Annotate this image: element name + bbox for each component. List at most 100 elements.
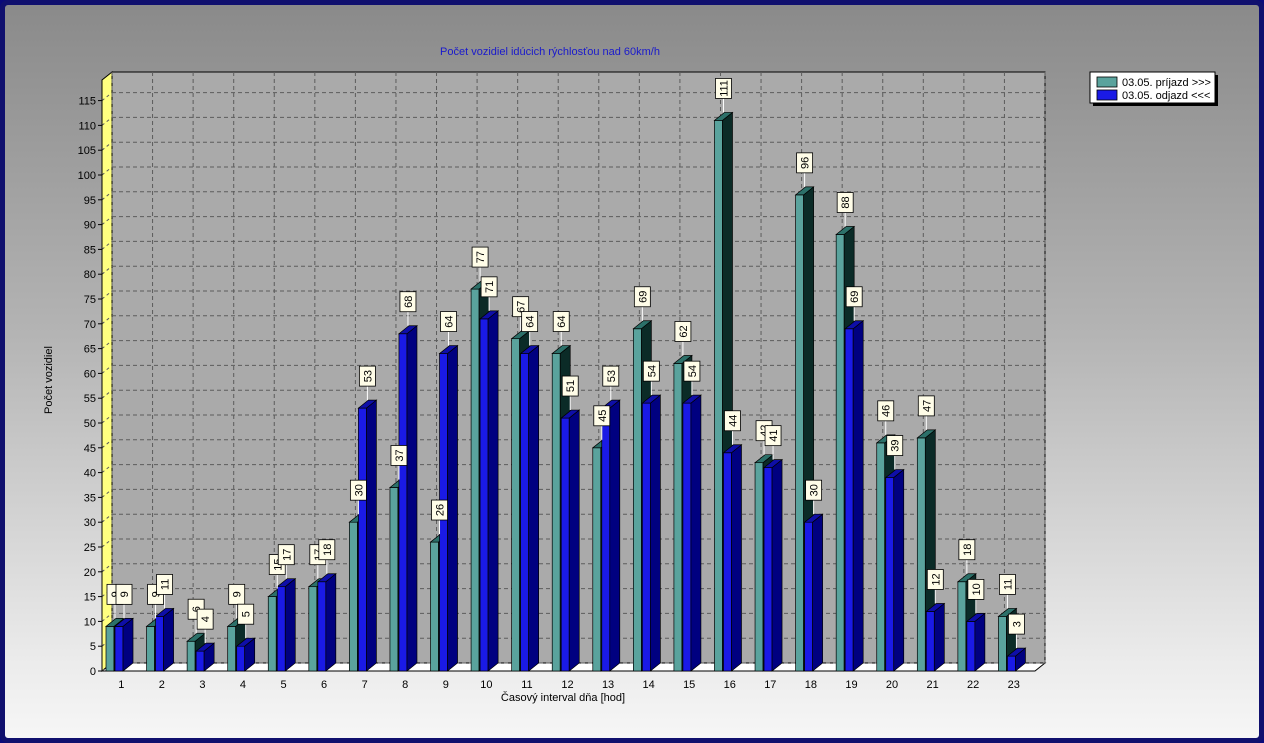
data-label-arrival-22: 18: [958, 539, 976, 574]
data-label-departure-23-text: 3: [1011, 621, 1023, 627]
bar-arrival-20-front: [876, 442, 886, 672]
data-label-departure-17: 41: [764, 425, 782, 460]
data-label-departure-8: 68: [399, 291, 417, 326]
bar-arrival-15-front: [673, 363, 683, 672]
bar-arrival-19-top: [835, 226, 856, 235]
data-label-arrival-14-text: 69: [637, 291, 649, 303]
bar-departure-14: [641, 394, 662, 672]
legend-swatch: [1096, 89, 1118, 101]
y-tick-label: 20: [84, 567, 96, 579]
data-label-departure-6-text: 18: [322, 544, 334, 556]
bar-arrival-11-front: [511, 338, 521, 672]
y-tick-label: 70: [84, 319, 96, 331]
bar-departure-21-top: [925, 603, 946, 612]
data-label-arrival-20-text: 46: [881, 405, 893, 417]
data-label-departure-23-box: [1008, 613, 1025, 635]
bar-departure-8-top: [397, 325, 418, 335]
data-label-arrival-8: 37: [390, 445, 408, 480]
data-label-departure-6: 18: [318, 539, 336, 574]
bar-arrival-7-front: [349, 521, 358, 672]
data-label-arrival-12-text: 64: [556, 315, 568, 327]
x-tick-label: 1: [118, 679, 124, 691]
bars: [105, 111, 1027, 672]
y-tick-label: 60: [84, 368, 96, 380]
data-label-departure-2-text: 11: [160, 579, 172, 590]
bar-arrival-14-front: [632, 328, 642, 672]
data-label-arrival-15: 62: [674, 321, 692, 356]
side-wall: [101, 70, 113, 673]
h-gridline-side: [101, 340, 113, 349]
bar-arrival-17-front: [754, 462, 764, 672]
h-gridline-side: [101, 389, 113, 399]
data-label-departure-13-text: 53: [606, 370, 618, 382]
bar-departure-6-side: [325, 572, 337, 672]
bar-departure-2-side: [163, 607, 174, 672]
data-label-arrival-18: 96: [796, 152, 814, 187]
bar-departure-21: [925, 602, 946, 672]
bar-departure-16-top: [722, 444, 743, 454]
h-gridline-side: [101, 290, 113, 300]
data-label-departure-11-text: 64: [525, 315, 537, 327]
data-label-departure-15-box: [683, 360, 701, 382]
x-tick-label: 4: [240, 679, 246, 691]
data-label-departure-19-box: [845, 286, 863, 308]
h-gridline-side: [101, 117, 113, 126]
h-gridline-side: [101, 141, 113, 151]
bar-departure-18-side: [812, 513, 823, 672]
bar-departure-8-front: [398, 333, 408, 672]
x-tick-label: 8: [402, 679, 408, 691]
data-label-departure-7-text: 53: [362, 370, 374, 382]
bar-departure-8: [397, 324, 418, 672]
data-label-departure-14-box: [642, 360, 660, 382]
y-tick-label: 105: [78, 145, 96, 157]
bar-departure-5-side: [284, 577, 296, 672]
y-tick-label: 50: [84, 418, 96, 430]
h-gridline-side: [101, 563, 113, 573]
bar-departure-4-top: [235, 637, 256, 647]
bar-departure-12-side: [568, 409, 580, 672]
bar-arrival-12-top: [551, 345, 572, 354]
x-tick-label: 16: [724, 679, 736, 691]
bar-departure-22-front: [966, 621, 976, 672]
bar-arrival-22-front: [957, 581, 967, 672]
bar-chart: 0510152025303540455055606570758085909510…: [43, 46, 1218, 704]
data-label-departure-7: 53: [358, 365, 376, 401]
y-tick-label: 80: [84, 269, 96, 281]
data-label-arrival-14: 69: [633, 286, 651, 321]
data-label-arrival-18-text: 96: [800, 157, 812, 169]
data-label-arrival-15-box: [674, 321, 692, 342]
data-label-arrival-19-text: 88: [840, 196, 852, 208]
data-label-arrival-12: 64: [552, 311, 570, 346]
data-label-departure-19-text: 69: [849, 291, 861, 303]
bar-departure-1-top: [114, 618, 134, 627]
bar-departure-5: [276, 577, 297, 672]
data-label-arrival-16-box: [715, 78, 732, 99]
data-label-arrival-4-text: 9: [232, 591, 244, 597]
bar-departure-12: [560, 409, 581, 672]
data-label-arrival-10-box: [471, 246, 489, 268]
legend-swatch: [1096, 76, 1118, 88]
bar-departure-7-top: [357, 399, 378, 409]
y-tick-label: 25: [84, 542, 96, 554]
data-label-departure-18-box: [805, 479, 823, 501]
bar-arrival-21-front: [916, 437, 926, 672]
data-label-departure-9-box: [440, 311, 457, 332]
bar-departure-20: [884, 468, 905, 672]
bar-arrival-5-front: [267, 596, 277, 672]
bar-departure-8-side: [406, 324, 418, 672]
y-tick-label: 55: [84, 393, 96, 405]
bar-departure-7-front: [358, 407, 367, 672]
data-label-arrival-16: 111: [715, 78, 732, 113]
bar-arrival-22-top: [956, 573, 977, 583]
data-label-departure-15-text: 54: [687, 365, 699, 377]
bar-departure-7: [357, 399, 378, 672]
bar-arrival-15-top: [672, 355, 693, 364]
bar-arrival-3-front: [186, 640, 196, 672]
h-gridline-side: [101, 315, 113, 325]
data-label-departure-11: 64: [521, 311, 539, 346]
h-gridline-side: [101, 439, 113, 449]
bar-departure-6-top: [316, 573, 337, 583]
y-tick-label: 85: [84, 244, 96, 256]
bar-departure-13: [600, 399, 621, 672]
data-label-arrival-13-text: 45: [597, 410, 609, 422]
